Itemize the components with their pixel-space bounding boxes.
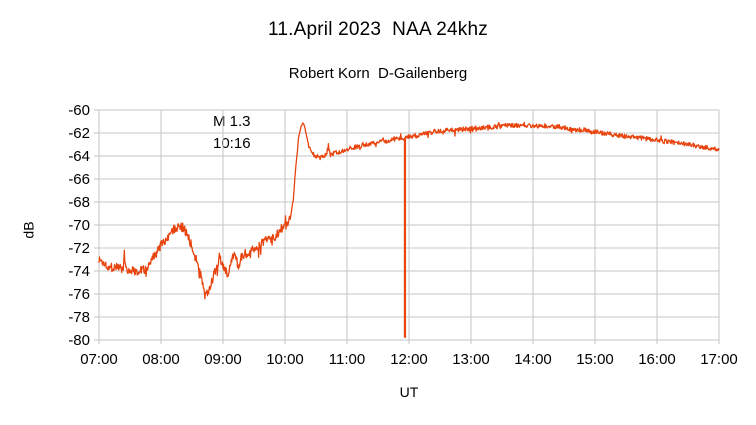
x-tick-label: 10:00 [266, 351, 304, 368]
x-tick-label: 15:00 [576, 351, 614, 368]
flare-annotation: M 1.3 10:16 [213, 111, 251, 155]
y-tick-label: -80 [68, 332, 90, 349]
flare-time-label: 10:16 [213, 135, 251, 152]
x-tick-label: 07:00 [80, 351, 118, 368]
y-tick-label: -78 [68, 309, 90, 326]
flare-class-label: M 1.3 [213, 113, 251, 130]
x-tick-label: 12:00 [390, 351, 428, 368]
y-tick-label: -60 [68, 102, 90, 119]
x-tick-label: 14:00 [514, 351, 552, 368]
x-tick-label: 08:00 [142, 351, 180, 368]
y-tick-label: -72 [68, 240, 90, 257]
signal-trace [98, 121, 720, 300]
x-tick-label: 16:00 [638, 351, 676, 368]
y-tick-label: -68 [68, 194, 90, 211]
y-tick-label: -76 [68, 286, 90, 303]
y-tick-label: -62 [68, 125, 90, 142]
x-tick-label: 13:00 [452, 351, 490, 368]
x-tick-label: 09:00 [204, 351, 242, 368]
x-tick-label: 11:00 [329, 351, 365, 368]
chart-title: 11.April 2023 NAA 24khz [268, 19, 488, 40]
y-tick-label: -64 [68, 148, 90, 165]
x-axis-title: UT [399, 384, 419, 400]
y-tick-label: -70 [68, 217, 90, 234]
y-tick-label: -74 [68, 263, 90, 280]
x-tick-label: 17:00 [700, 351, 738, 368]
y-tick-label: -66 [68, 171, 90, 188]
chart-subtitle: Robert Korn D-Gailenberg [288, 65, 468, 82]
